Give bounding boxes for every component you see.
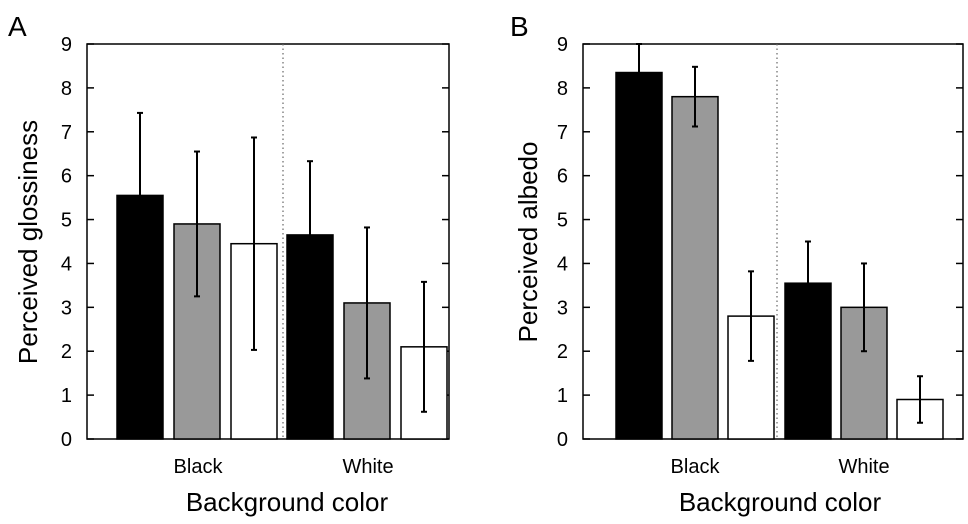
panel-a-y-tick-label: 2	[61, 341, 72, 363]
panel-a-y-tick-label: 5	[61, 210, 72, 232]
panel-a-category-label-black: Black	[174, 456, 224, 478]
panel-b-bar	[671, 95, 719, 440]
panel-a: A 0 1 2 3 4 5 6 7 8 9 Black White Background colo…	[8, 11, 450, 517]
panel-b-category-label-black: Black	[671, 456, 721, 478]
panel-a-y-tick-label: 9	[61, 34, 72, 56]
panel-b-category-label-white: White	[838, 456, 889, 478]
panel-a-y-tick-label: 4	[61, 253, 72, 275]
panel-b-y-tick-label: 0	[557, 429, 568, 451]
panel-a-y-tick-label: 6	[61, 166, 72, 188]
panel-b-bar	[615, 71, 663, 440]
panel-a-y-tick-label: 7	[61, 122, 72, 144]
panel-b-label: B	[510, 11, 529, 42]
panel-a-y-tick-label: 3	[61, 297, 72, 319]
panel-a-category-label-white: White	[342, 456, 393, 478]
panel-b-y-tick-label: 1	[557, 385, 568, 407]
panel-b-y-tick-label: 9	[557, 34, 568, 56]
panel-b-bars	[615, 43, 944, 440]
panel-a-y-tick-label: 1	[61, 385, 72, 407]
panel-b-y-tick-label: 4	[557, 253, 568, 275]
panel-a-y-tick-label: 0	[61, 429, 72, 451]
panel-b-y-tick-label: 3	[557, 297, 568, 319]
panel-a-label: A	[8, 11, 27, 42]
panel-a-y-axis-title: Perceived glossiness	[13, 120, 43, 364]
panel-b-y-tick-label: 7	[557, 122, 568, 144]
panel-a-y-tick-label: 8	[61, 78, 72, 100]
panel-b-y-tick-label: 8	[557, 78, 568, 100]
panel-b: B 0 1 2 3 4 5 6 7 8 9 Black White Background colo…	[510, 11, 964, 517]
panel-a-y-ticks: 0 1 2 3 4 5 6 7 8 9	[61, 34, 449, 451]
panel-b-y-axis-title: Perceived albedo	[513, 142, 543, 343]
panel-b-y-tick-label: 6	[557, 166, 568, 188]
panel-a-bars	[116, 111, 448, 440]
panel-a-x-axis-title: Background color	[186, 487, 389, 517]
panel-b-y-ticks: 0 1 2 3 4 5 6 7 8 9	[557, 34, 963, 451]
panel-b-y-tick-label: 5	[557, 210, 568, 232]
panel-b-y-tick-label: 2	[557, 341, 568, 363]
panel-b-x-axis-title: Background color	[679, 487, 882, 517]
